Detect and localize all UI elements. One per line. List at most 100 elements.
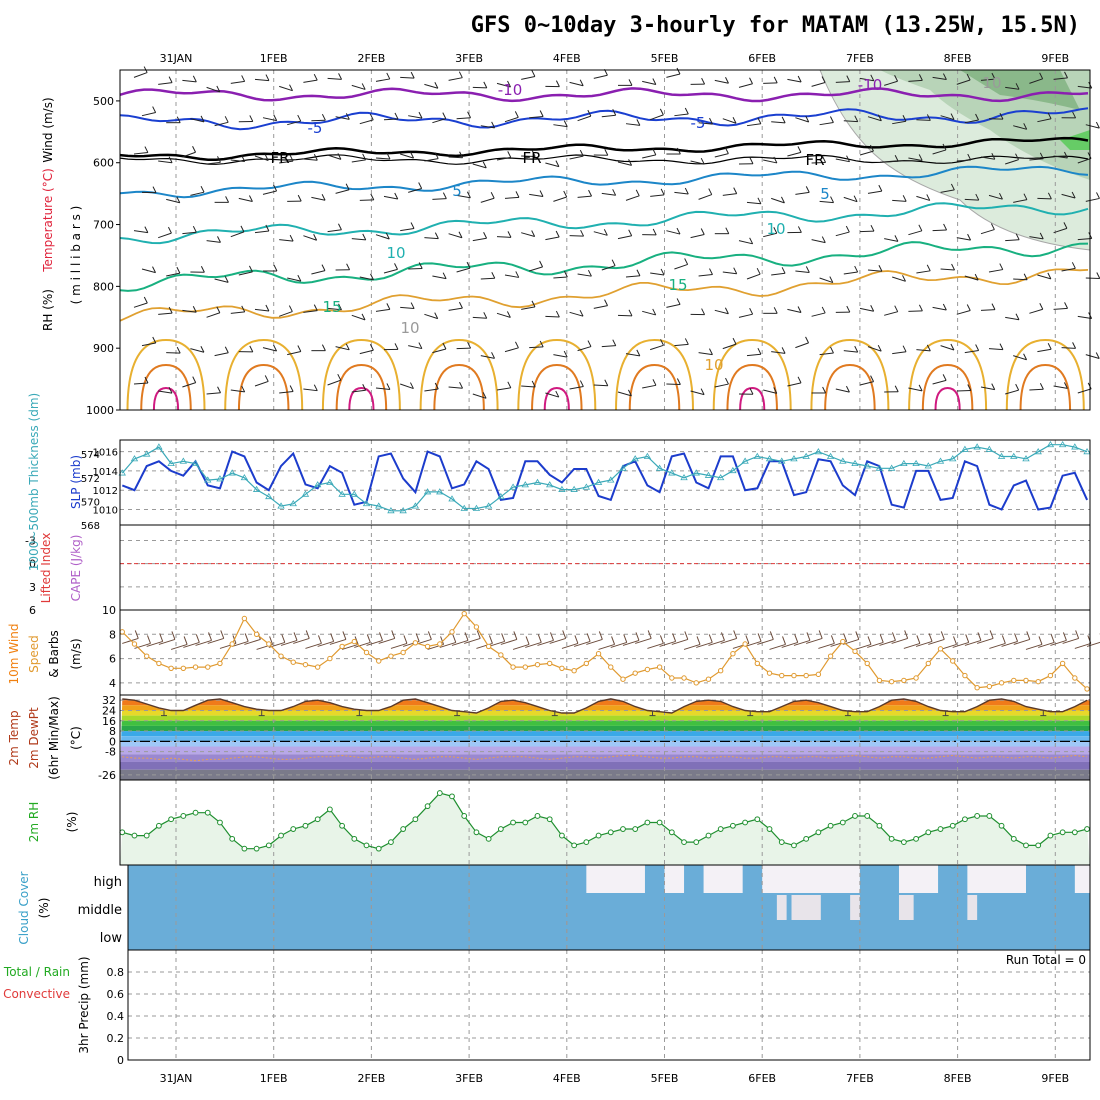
wind-barb — [238, 271, 253, 276]
wind-barb — [327, 307, 342, 311]
precip-label-1: 3hr Precip (mm) — [77, 956, 91, 1053]
wind-barb-flag — [167, 226, 172, 234]
thickness-point — [594, 478, 603, 485]
rh-point — [839, 819, 846, 826]
wind-barb — [521, 385, 536, 388]
wind-barb — [1053, 385, 1068, 389]
wind-barb-flag — [700, 388, 705, 395]
temp-band — [120, 746, 1090, 755]
wind10-barb — [305, 642, 322, 649]
wind-barb-flag — [1047, 342, 1052, 350]
rh-point — [290, 826, 297, 832]
wind-barb — [577, 346, 592, 352]
thickness-point — [545, 481, 554, 488]
wind10-point — [388, 653, 394, 659]
wind10-barb — [1001, 640, 1018, 647]
wind-barb-flag — [514, 111, 519, 118]
wind-barb-flag — [313, 154, 318, 161]
wind10-barb-flag — [403, 635, 408, 644]
wind10-barb-flag — [977, 632, 982, 641]
wind10-point — [925, 660, 931, 667]
wind-barb-flag — [733, 267, 738, 274]
wind-barb — [1077, 237, 1092, 241]
wind10-barb-flag — [1014, 633, 1019, 642]
wind10-barb — [891, 637, 908, 644]
wind-barb-flag — [1095, 352, 1100, 359]
wind10-barb-flag — [1026, 631, 1031, 640]
wind-barb — [932, 229, 947, 232]
wind-barb-flag — [224, 346, 229, 353]
thickness-point — [436, 488, 444, 495]
rh-point — [229, 835, 236, 842]
wind-barb-flag — [192, 376, 197, 383]
wind10-point — [644, 666, 651, 673]
rh-point — [363, 842, 370, 849]
thickness-point — [423, 488, 432, 495]
temp-lobe — [140, 363, 192, 411]
temp-lobe — [1019, 363, 1072, 411]
wind10-barb-flag — [195, 634, 200, 643]
wind-barb — [375, 308, 390, 312]
wind-barb — [843, 271, 858, 275]
rh-point — [607, 829, 614, 836]
rh-point — [143, 832, 150, 839]
wind-barb-flag — [822, 386, 827, 394]
wind-barb-flag — [466, 191, 471, 199]
thickness-point — [1010, 452, 1018, 459]
thickness-point — [778, 457, 786, 464]
wind10-point — [827, 653, 834, 659]
wind-barb-flag — [273, 264, 278, 272]
wind-barb-flag — [144, 146, 149, 153]
wind10-point — [400, 649, 406, 656]
wind-barb — [504, 116, 519, 123]
wind-barb-flag — [684, 107, 689, 115]
wind-barb-flag — [241, 75, 246, 82]
thickness-point — [301, 490, 310, 497]
wind10-barb — [793, 639, 811, 646]
wind-barb — [722, 118, 737, 124]
wind-barb — [690, 234, 705, 239]
thickness-point — [289, 499, 297, 507]
wind-barb — [166, 198, 180, 204]
wind-barb — [182, 151, 196, 158]
wind10-barb — [586, 638, 603, 645]
thickness-point — [802, 452, 810, 459]
wind-barb-flag — [467, 111, 472, 118]
wind-barb — [1061, 267, 1076, 272]
wind-barb-flag — [555, 80, 560, 87]
thickness-point — [875, 464, 884, 471]
thickness-point — [790, 455, 798, 462]
wind-barb — [763, 232, 777, 238]
date-label-bottom: 2FEB — [357, 1072, 385, 1085]
temp-lobe — [517, 338, 597, 411]
wind10-barb — [488, 640, 505, 647]
wind-barb-flag — [458, 301, 463, 309]
wind10-barb-flag — [293, 632, 298, 641]
wind-barb-flag — [1039, 383, 1044, 390]
wind10-barb — [122, 637, 139, 644]
wind-barb — [480, 197, 495, 203]
wind-barb — [1013, 355, 1027, 361]
wind-barb — [327, 77, 342, 80]
thickness-point — [497, 492, 505, 500]
wind-barb-flag — [491, 352, 495, 359]
pressure-tick-label: 800 — [93, 280, 114, 293]
wind-barb — [738, 240, 753, 245]
wind-barb — [230, 311, 245, 314]
wind-barb — [359, 119, 374, 125]
wind-barb — [698, 274, 713, 277]
contour-label: 5 — [452, 182, 462, 200]
wind-barb — [529, 115, 544, 119]
rh-point — [656, 819, 663, 826]
wind-barb-flag — [943, 223, 948, 231]
wind10-barb — [244, 638, 261, 645]
wind-barb — [303, 79, 318, 83]
wind-barb-flag — [1047, 192, 1052, 200]
wind-barb — [496, 82, 511, 88]
wind10-barb — [683, 643, 701, 650]
thickness-point — [936, 457, 945, 464]
temp-lobe — [726, 363, 778, 411]
contour-label: -10 — [498, 81, 523, 99]
slp-panel-labels: 1000~500mb Thickness (dm) SLP (mb) — [27, 393, 83, 571]
wind-barb-flag — [555, 310, 560, 318]
